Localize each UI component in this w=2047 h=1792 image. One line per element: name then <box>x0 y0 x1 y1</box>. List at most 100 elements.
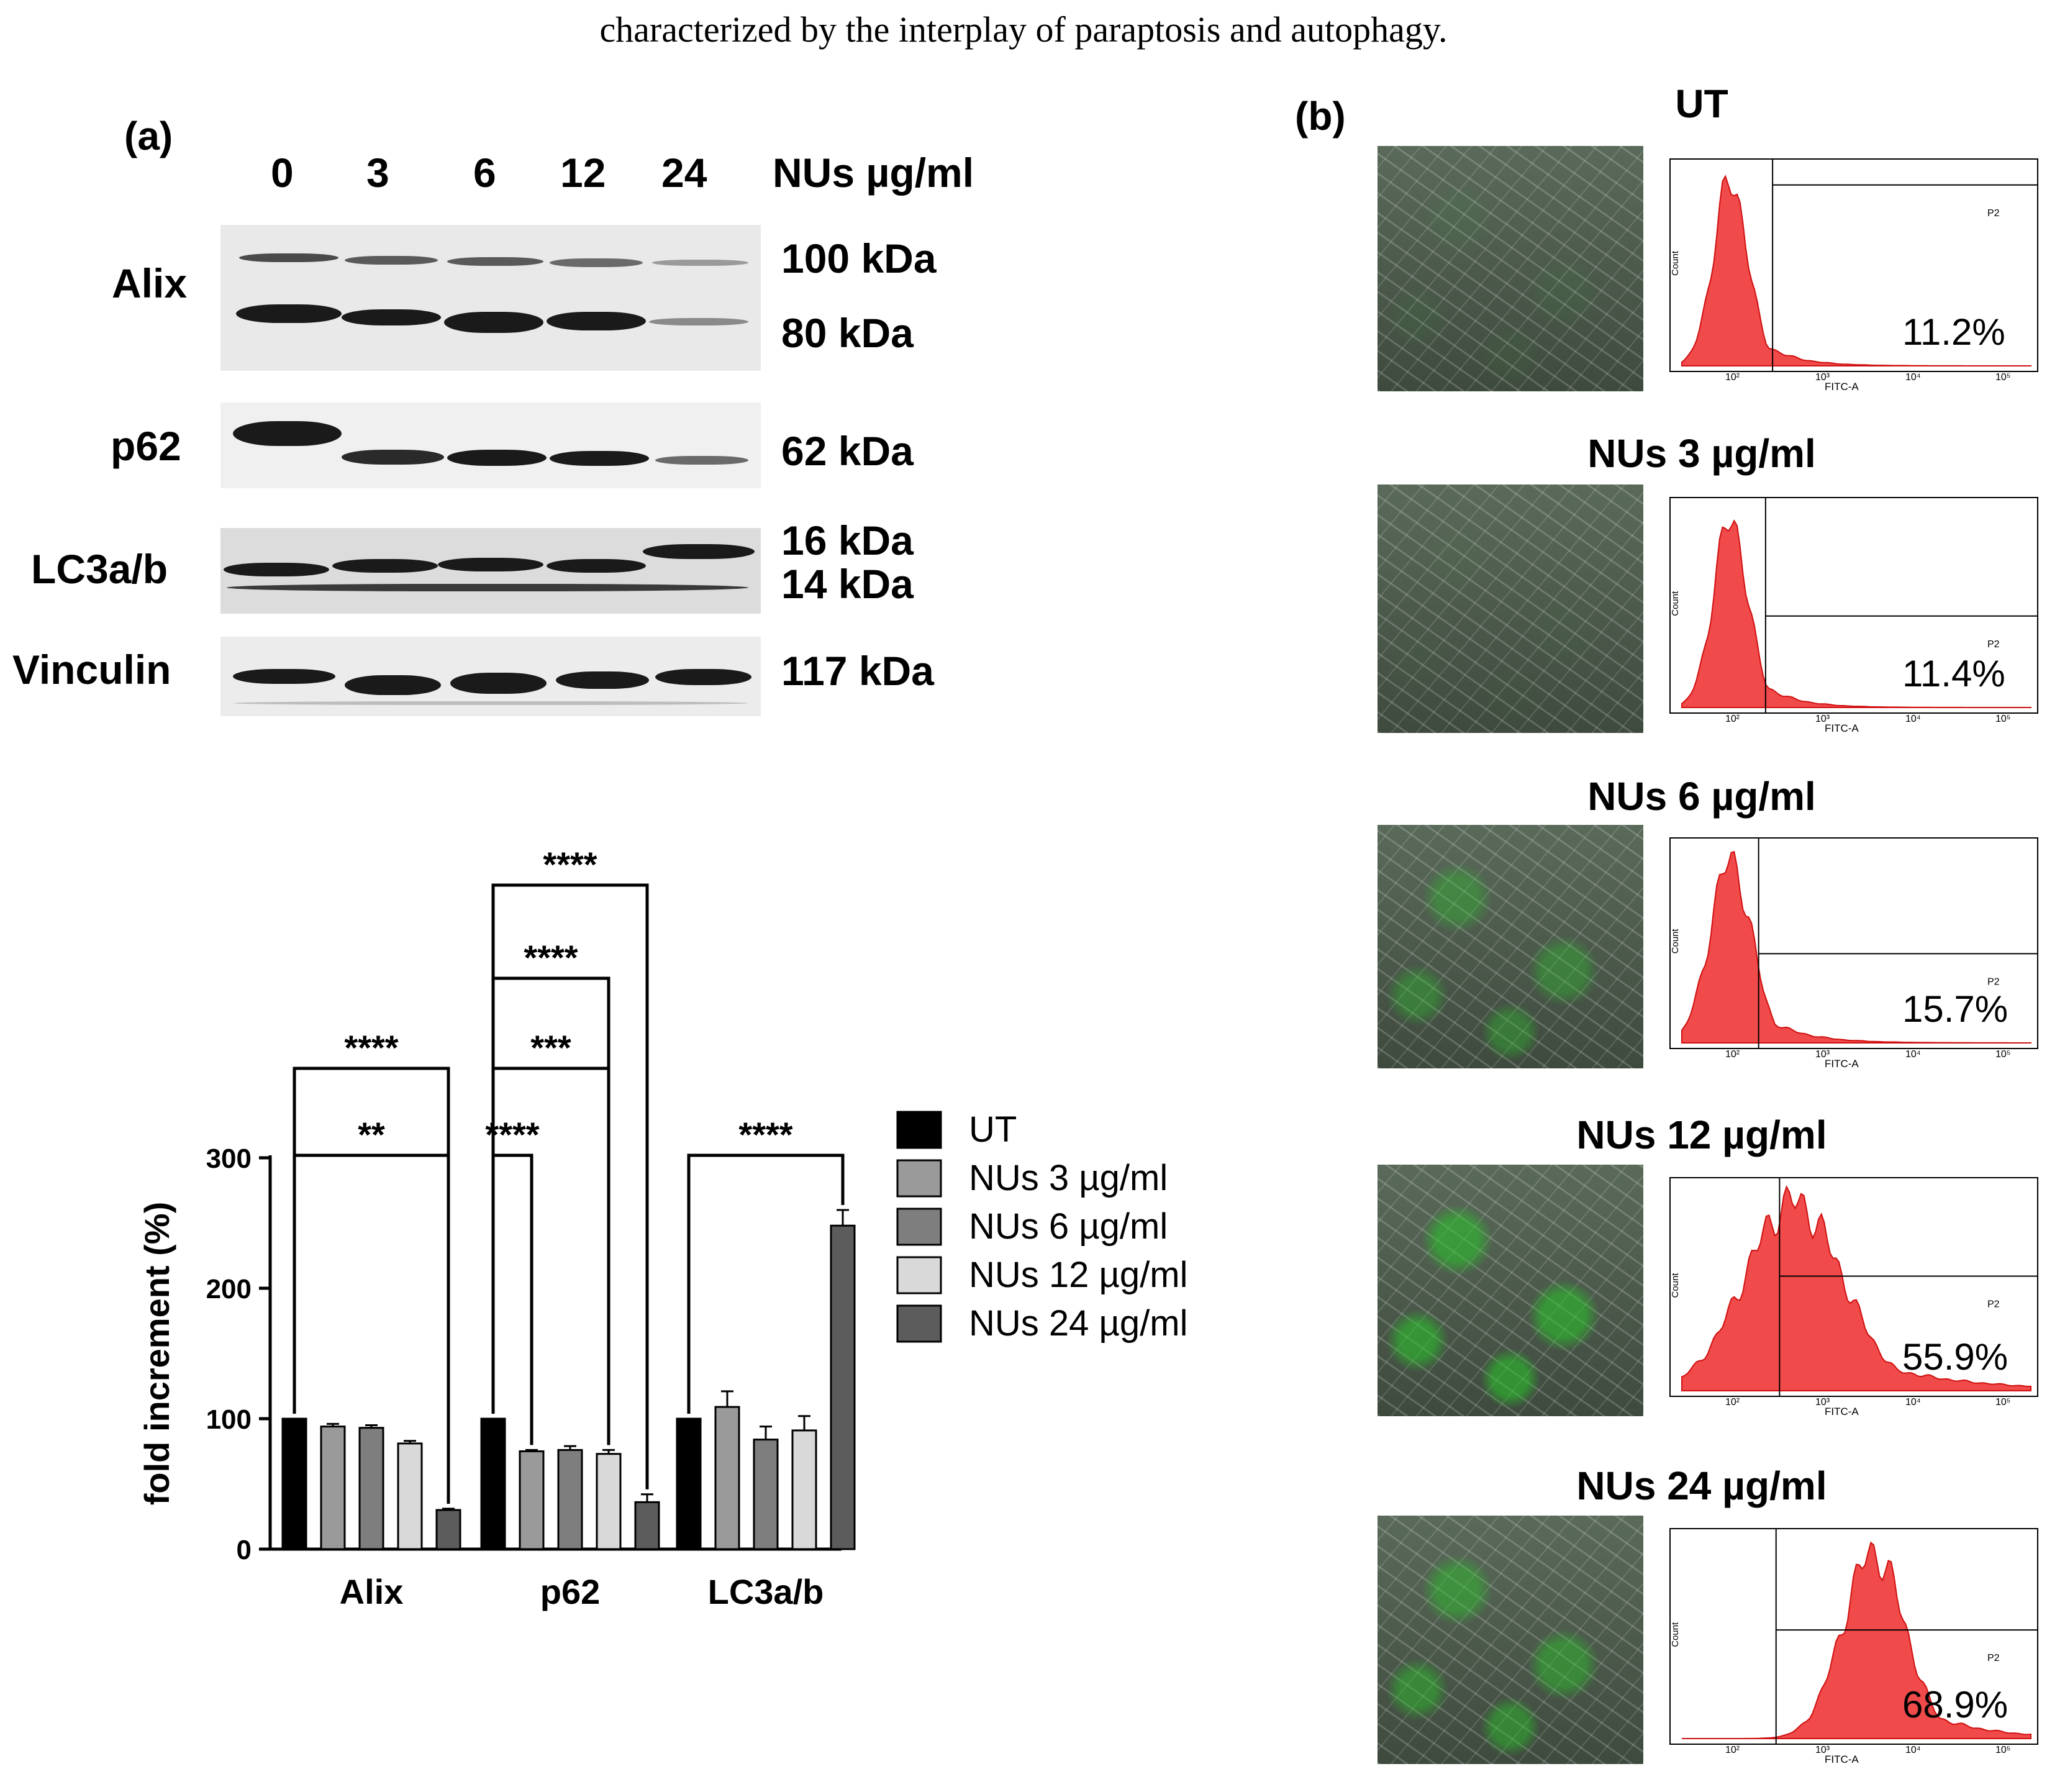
significance-stars: **** <box>543 845 597 884</box>
histogram-x-tick: 10⁴ <box>1905 714 1921 724</box>
gate-label: P2 <box>1987 1299 2000 1310</box>
histogram-fill <box>1681 175 2031 366</box>
cell-micrograph <box>1378 484 1643 733</box>
histogram-y-label: Count <box>1671 591 1681 616</box>
bar <box>714 1406 740 1550</box>
histogram-x-label: FITC-A <box>1825 381 1859 393</box>
histogram-x-tick: 10⁵ <box>1995 1049 2011 1060</box>
bar <box>596 1453 622 1550</box>
bar <box>519 1450 545 1550</box>
y-axis-label: fold increment (%) <box>137 1202 176 1505</box>
blot-row-label-alix: Alix <box>112 260 188 306</box>
y-tick-label: 0 <box>237 1535 252 1565</box>
cell-micrograph <box>1378 146 1643 391</box>
histogram-x-tick: 10² <box>1725 1049 1740 1060</box>
panel-b-label: (b) <box>1295 94 1346 139</box>
bar <box>281 1417 307 1550</box>
histogram-fill <box>1681 1185 2031 1391</box>
chart-bars <box>281 1209 856 1550</box>
x-category-label: p62 <box>540 1572 601 1611</box>
kda-14: 14 kDa <box>781 561 914 607</box>
histogram-x-tick: 10³ <box>1815 1745 1830 1755</box>
chart-significance: ****** ******************* <box>293 845 845 1504</box>
x-category-label: LC3a/b <box>708 1572 824 1611</box>
kda-117: 117 kDa <box>781 648 934 694</box>
legend-swatch <box>896 1208 942 1246</box>
legend-label: UT <box>969 1109 1017 1150</box>
flow-histogram: P2 Count <box>1669 1177 2038 1397</box>
flow-condition-title: NUs 6 µg/ml <box>1587 774 1816 819</box>
y-tick-label: 100 <box>206 1404 252 1435</box>
legend-label: NUs 24 µg/ml <box>969 1303 1188 1344</box>
flow-histogram: P2 Count <box>1669 158 2038 372</box>
kda-16: 16 kDa <box>781 517 914 563</box>
blot-alix <box>220 225 761 371</box>
gate-percentage: 68.9% <box>1902 1684 2008 1726</box>
flow-condition-title: NUs 3 µg/ml <box>1587 431 1816 476</box>
flow-histogram: P2 Count <box>1669 1528 2038 1745</box>
bar <box>358 1427 384 1550</box>
gate-label: P2 <box>1987 976 2000 987</box>
significance-bracket <box>491 1153 533 1445</box>
legend-swatch <box>896 1304 942 1343</box>
bar <box>435 1509 461 1550</box>
y-tick-label: 200 <box>206 1274 252 1304</box>
blot-p62 <box>220 403 761 488</box>
histogram-x-tick: 10² <box>1725 714 1740 724</box>
significance-bracket <box>491 883 649 1490</box>
bar <box>320 1426 346 1550</box>
histogram-x-label: FITC-A <box>1825 1406 1859 1417</box>
blot-vinculin <box>220 637 761 716</box>
bar-chart: 0 100 200 300 fold increment (%) Alix p62 LC3a/… <box>137 845 1188 1611</box>
bar <box>557 1449 583 1550</box>
histogram-y-label: Count <box>1671 1622 1681 1647</box>
histogram-x-tick: 10⁵ <box>1995 372 2011 383</box>
flow-histogram: P2 Count <box>1669 837 2038 1049</box>
figure-caption: characterized by the interplay of parapt… <box>599 9 1448 50</box>
histogram-x-tick: 10³ <box>1815 1049 1830 1060</box>
blot-row-label-p62: p62 <box>111 423 181 469</box>
gate-label: P2 <box>1987 208 2000 219</box>
flow-condition-title: NUs 24 µg/ml <box>1576 1463 1827 1508</box>
blot-row-label-lc3: LC3a/b <box>31 546 168 592</box>
histogram-x-tick: 10⁴ <box>1905 372 1921 383</box>
bar <box>676 1417 702 1550</box>
flow-histogram: P2 Count <box>1669 497 2038 714</box>
flow-condition-title: UT <box>1675 81 1728 126</box>
lane-label-6: 6 <box>473 150 496 196</box>
histogram-x-tick: 10⁴ <box>1905 1397 1921 1408</box>
legend-swatch <box>896 1111 942 1149</box>
significance-stars: *** <box>530 1028 571 1067</box>
legend-label: NUs 12 µg/ml <box>969 1255 1188 1295</box>
gate-percentage: 11.4% <box>1902 653 2005 694</box>
legend-label: NUs 3 µg/ml <box>969 1158 1168 1198</box>
lane-label-24: 24 <box>661 150 707 196</box>
cell-micrograph <box>1378 825 1643 1068</box>
histogram-x-tick: 10² <box>1725 1745 1740 1755</box>
histogram-x-label: FITC-A <box>1825 1058 1859 1070</box>
histogram-x-label: FITC-A <box>1825 1753 1859 1765</box>
histogram-x-tick: 10³ <box>1815 1397 1830 1408</box>
gate-label: P2 <box>1987 639 2000 650</box>
histogram-x-tick: 10² <box>1725 1397 1740 1408</box>
cell-micrograph <box>1378 1516 1643 1764</box>
histogram-x-tick: 10⁵ <box>1995 1397 2011 1408</box>
histogram-x-tick: 10⁵ <box>1995 714 2011 724</box>
bar <box>753 1439 779 1550</box>
histogram-x-tick: 10³ <box>1815 714 1830 724</box>
bar <box>480 1417 506 1550</box>
bar <box>397 1442 423 1550</box>
y-tick-label: 300 <box>206 1144 252 1174</box>
bar <box>791 1429 817 1550</box>
histogram-fill <box>1681 519 2031 708</box>
blot-row-label-vinculin: Vinculin <box>12 647 171 693</box>
cell-micrograph <box>1378 1165 1643 1416</box>
lane-label-12: 12 <box>560 150 606 196</box>
legend-label: NUs 6 µg/ml <box>969 1206 1168 1247</box>
chart-axes: 0 100 200 300 fold increment (%) Alix p62 LC3a/… <box>137 1144 842 1611</box>
dose-unit-label: NUs µg/ml <box>773 150 974 196</box>
legend-swatch <box>896 1159 942 1198</box>
lane-label-0: 0 <box>271 150 294 196</box>
significance-bracket <box>293 1153 450 1504</box>
gate-percentage: 55.9% <box>1902 1336 2008 1378</box>
